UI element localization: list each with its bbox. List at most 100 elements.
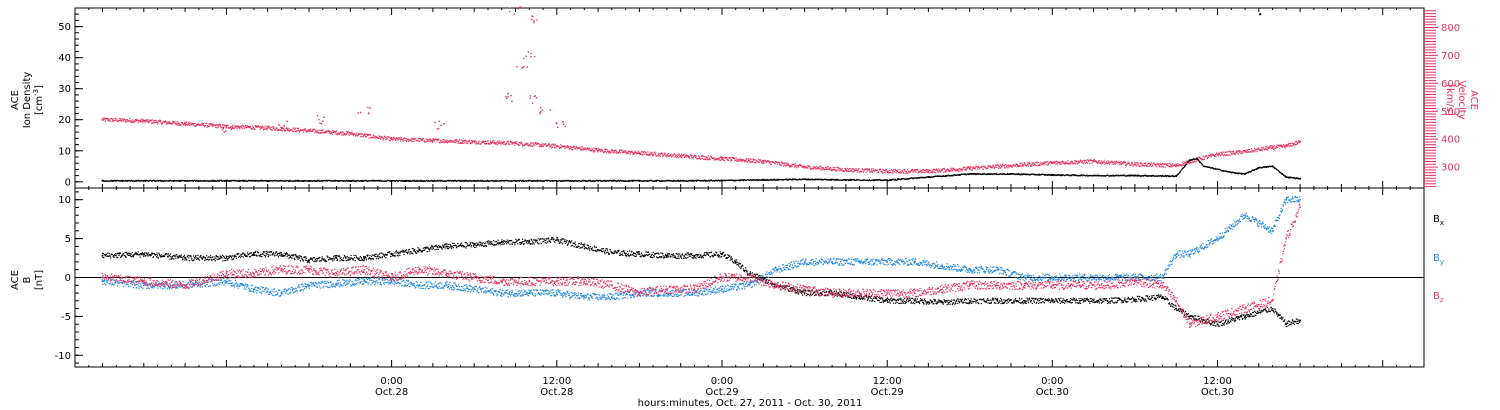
density-point — [1112, 174, 1114, 176]
velocity-point — [396, 138, 398, 140]
velocity-point — [1211, 155, 1213, 158]
velocity-point — [553, 144, 555, 147]
velocity-point — [732, 157, 734, 160]
velocity-point — [194, 125, 196, 127]
velocity-point — [1124, 161, 1126, 163]
velocity-point — [923, 172, 926, 174]
velocity-point — [724, 156, 727, 158]
velocity-point — [222, 124, 224, 126]
velocity-point — [233, 128, 235, 130]
velocity-point — [1204, 156, 1206, 158]
velocity-point — [1247, 149, 1249, 152]
velocity-point — [736, 158, 738, 161]
velocity-point — [1202, 159, 1204, 161]
velocity-point — [1292, 145, 1294, 147]
velocity-point — [786, 162, 788, 164]
velocity-point — [938, 168, 940, 170]
density-point — [645, 180, 648, 182]
velocity-point — [1007, 164, 1009, 166]
density-point — [811, 178, 813, 180]
density-point — [459, 180, 461, 182]
velocity-point — [776, 163, 779, 165]
density-point — [654, 180, 656, 182]
velocity-point — [427, 139, 429, 141]
density-point — [1138, 175, 1140, 177]
velocity-point — [597, 151, 599, 153]
velocity-point — [323, 132, 325, 134]
velocity-point — [172, 121, 174, 123]
velocity-point — [530, 142, 532, 144]
velocity-point — [749, 158, 752, 160]
velocity-point — [862, 169, 864, 171]
density-point — [675, 180, 677, 182]
velocity-point — [1257, 149, 1259, 151]
velocity-outlier-point — [230, 128, 232, 130]
velocity-point — [705, 156, 707, 158]
velocity-point — [1074, 163, 1076, 165]
velocity-point — [974, 167, 976, 169]
velocity-point — [902, 171, 904, 173]
velocity-point — [876, 169, 878, 171]
density-point — [996, 173, 998, 176]
velocity-point — [567, 146, 569, 148]
velocity-point — [538, 146, 541, 148]
velocity-point — [120, 118, 122, 120]
velocity-point — [331, 132, 333, 134]
velocity-point — [546, 145, 548, 147]
velocity-point — [713, 159, 715, 161]
velocity-point — [246, 126, 248, 128]
density-point — [266, 180, 268, 182]
velocity-point — [190, 122, 192, 124]
velocity-point — [323, 131, 325, 133]
density-point — [691, 180, 693, 182]
velocity-point — [1264, 149, 1266, 151]
velocity-point — [139, 119, 141, 121]
velocity-point — [565, 145, 567, 147]
velocity-point — [209, 123, 211, 125]
velocity-point — [1139, 165, 1141, 167]
density-point — [321, 179, 323, 182]
velocity-point — [364, 133, 366, 135]
density-point — [691, 179, 693, 181]
velocity-point — [926, 171, 928, 173]
velocity-point — [1064, 161, 1066, 163]
velocity-point — [1043, 162, 1045, 164]
density-point — [1299, 177, 1301, 179]
density-point — [500, 180, 502, 182]
velocity-point — [203, 125, 205, 127]
velocity-point — [1231, 151, 1233, 153]
velocity-point — [881, 172, 884, 174]
velocity-point — [647, 154, 649, 156]
velocity-point — [1269, 145, 1271, 147]
velocity-point — [372, 136, 374, 138]
density-point — [805, 179, 807, 181]
density-point — [211, 180, 213, 182]
density-point — [1231, 172, 1233, 174]
velocity-point — [250, 127, 252, 129]
velocity-point — [458, 142, 460, 144]
velocity-point — [812, 167, 814, 169]
velocity-point — [861, 170, 863, 172]
velocity-point — [548, 143, 550, 145]
velocity-outlier-point — [221, 129, 224, 131]
density-point — [770, 178, 772, 180]
velocity-point — [658, 155, 661, 157]
velocity-point — [1252, 150, 1254, 152]
velocity-point — [241, 126, 243, 128]
velocity-point — [252, 126, 254, 129]
density-point — [1167, 175, 1170, 178]
velocity-point — [503, 141, 505, 143]
velocity-point — [1166, 163, 1168, 165]
velocity-point — [1035, 161, 1037, 164]
velocity-point — [929, 170, 931, 172]
velocity-point — [599, 150, 601, 152]
velocity-point — [906, 171, 908, 173]
velocity-point — [575, 146, 577, 148]
velocity-point — [828, 168, 830, 170]
velocity-point — [1238, 149, 1240, 152]
velocity-point — [489, 142, 491, 144]
velocity-point — [123, 119, 125, 121]
velocity-point — [646, 154, 648, 156]
velocity-point — [191, 122, 193, 124]
velocity-point — [663, 154, 665, 156]
